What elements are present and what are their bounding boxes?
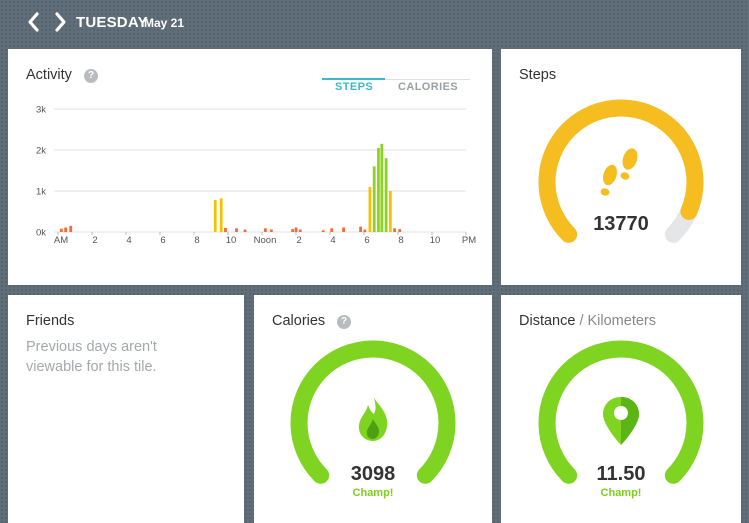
date-day: TUESDAY — [76, 14, 148, 31]
chart-bar — [393, 228, 396, 232]
chart-bar — [384, 158, 388, 232]
distance-unit: / Kilometers — [575, 313, 657, 329]
chart-bar — [377, 147, 380, 232]
chart-bar — [269, 229, 273, 232]
gauge-fill — [290, 340, 456, 484]
chart-bar — [359, 226, 362, 232]
friends-tile: Friends Previous days aren't viewable fo… — [8, 295, 244, 523]
map-pin-icon — [603, 397, 639, 445]
x-tick-label: 2 — [92, 235, 97, 246]
distance-title: Distance / Kilometers — [519, 313, 656, 329]
chart-bar — [243, 229, 247, 232]
next-day-button[interactable] — [50, 10, 70, 34]
calories-gauge — [290, 340, 456, 484]
steps-chart: 0k 1k 2k 3k AM 2 4 6 8 10 Noon 2 4 6 8 10 PM — [8, 49, 492, 290]
chart-bar — [264, 228, 267, 232]
chart-bar — [60, 228, 63, 232]
calories-status: Champ! — [352, 487, 394, 499]
calories-tile[interactable]: Calories ? 3098 Champ! — [254, 295, 492, 523]
gauge-fill — [538, 340, 704, 484]
activity-tabs: STEPS CALORIES — [8, 65, 492, 93]
distance-gauge — [538, 340, 704, 484]
chart-bar — [321, 230, 325, 232]
chart-bar — [298, 229, 302, 232]
date-month-day: May 21 — [144, 16, 185, 30]
chevron-right-icon — [55, 12, 66, 32]
x-tick-label: 4 — [126, 235, 131, 246]
gauge-fill — [538, 99, 704, 243]
chart-bar — [372, 166, 376, 232]
chart-bar — [235, 228, 238, 232]
distance-value: 11.50 — [596, 463, 646, 485]
activity-title: Activity — [26, 67, 72, 83]
distance-tile[interactable]: Distance / Kilometers 11.50 Champ! — [501, 295, 741, 523]
x-tick-label: 8 — [194, 235, 199, 246]
distance-status: Champ! — [600, 487, 642, 499]
chart-bar — [368, 186, 372, 232]
chart-bar — [294, 227, 298, 232]
friends-message: Previous days aren't viewable for this t… — [26, 339, 157, 375]
x-tick-label: 6 — [160, 235, 165, 246]
chart-bar — [330, 228, 334, 232]
x-tick-label: 2 — [296, 235, 301, 246]
chart-bar — [291, 229, 294, 232]
chart-bar — [64, 227, 68, 232]
tab-active-indicator — [322, 78, 385, 80]
tab-calories[interactable]: CALORIES — [398, 81, 459, 93]
y-tick-label: 2k — [36, 146, 46, 157]
steps-tile[interactable]: Steps 13770 — [501, 49, 741, 285]
x-tick-label: PM — [462, 235, 476, 246]
x-tick-label: 10 — [430, 235, 441, 246]
chart-bar — [69, 225, 73, 232]
chevron-left-icon — [28, 12, 39, 32]
steps-title: Steps — [519, 67, 557, 83]
x-tick-label: 8 — [398, 235, 403, 246]
chart-bar — [380, 143, 384, 232]
friends-title: Friends — [26, 313, 75, 329]
activity-help-icon[interactable]: ? — [84, 69, 98, 83]
tab-steps[interactable]: STEPS — [335, 81, 374, 93]
tab-underline — [322, 79, 470, 80]
previous-day-button[interactable] — [24, 10, 44, 34]
chart-bar — [363, 229, 367, 232]
chart-bar — [219, 198, 223, 232]
distance-label: Distance — [519, 313, 576, 329]
y-tick-label: 1k — [36, 187, 46, 198]
activity-tile: Activity ? STEPS CALORIES 0k 1k 2k 3k AM 2 4 6 8… — [8, 49, 492, 285]
calories-help-icon[interactable]: ? — [337, 315, 351, 329]
chart-bar — [342, 227, 345, 232]
x-tick-label: 10 — [226, 235, 237, 246]
chart-bar — [224, 227, 227, 232]
chart-bar — [398, 229, 402, 232]
steps-chart-svg: 0k 1k 2k 3k AM 2 4 6 8 10 Noon 2 4 6 8 10 PM — [36, 105, 476, 247]
x-tick-label: AM — [54, 235, 68, 246]
flame-icon — [358, 395, 388, 441]
steps-gauge — [538, 99, 704, 243]
steps-value: 13770 — [593, 213, 649, 235]
x-tick-label: 6 — [364, 235, 369, 246]
footprints-icon — [600, 148, 638, 196]
chart-bar — [213, 200, 217, 232]
x-tick-label: 4 — [330, 235, 335, 246]
chart-bar — [388, 191, 392, 232]
y-tick-label: 3k — [36, 105, 46, 116]
x-tick-label: Noon — [254, 235, 277, 246]
top-bar: TUESDAY May 21 — [0, 0, 749, 46]
calories-value: 3098 — [350, 463, 396, 485]
y-tick-label: 0k — [36, 228, 46, 239]
calories-title: Calories — [272, 313, 326, 329]
